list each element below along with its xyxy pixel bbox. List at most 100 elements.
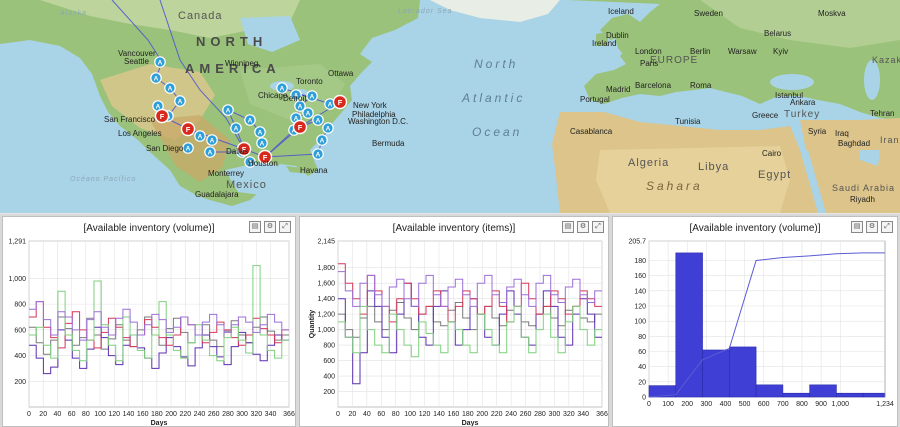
factory-marker-icon[interactable]: F bbox=[180, 121, 196, 137]
expand-icon[interactable]: ⤢ bbox=[279, 221, 291, 233]
warehouse-marker-icon[interactable]: A bbox=[276, 82, 288, 94]
warehouse-marker-icon[interactable]: A bbox=[174, 95, 186, 107]
histogram-bar[interactable] bbox=[755, 384, 784, 398]
label-algeria: Algeria bbox=[628, 157, 670, 169]
warehouse-marker-icon[interactable]: A bbox=[244, 156, 256, 168]
histogram-bar[interactable] bbox=[809, 384, 837, 398]
city-label: Casablanca bbox=[570, 127, 613, 136]
warehouse-marker-icon[interactable]: A bbox=[154, 56, 166, 68]
gear-icon[interactable]: ⚙ bbox=[577, 221, 589, 233]
expand-icon[interactable]: ⤢ bbox=[592, 221, 604, 233]
label-egypt: Egypt bbox=[758, 169, 792, 181]
table-view-icon[interactable]: ▤ bbox=[562, 221, 574, 233]
histogram-bar[interactable] bbox=[729, 346, 757, 398]
city-label: Iraq bbox=[835, 129, 849, 138]
svg-text:A: A bbox=[198, 133, 203, 140]
warehouse-marker-icon[interactable]: A bbox=[322, 122, 334, 134]
x-tick-label: 280 bbox=[222, 411, 234, 418]
warehouse-marker-icon[interactable]: A bbox=[204, 146, 216, 158]
panel-title: [Available inventory (volume)] bbox=[83, 223, 215, 234]
y-tick-label: 400 bbox=[323, 374, 335, 381]
svg-text:A: A bbox=[158, 59, 163, 66]
city-label: Sweden bbox=[694, 9, 723, 18]
label-ocean-north: North bbox=[474, 57, 519, 71]
city-label: Greece bbox=[752, 111, 779, 120]
city-label: Ottawa bbox=[328, 69, 354, 78]
cumulative-line bbox=[648, 252, 885, 398]
map-view[interactable]: AAAAAAAAAAAAAAAAAAAAAAAAAAAAAFFFFFF Cana… bbox=[0, 0, 900, 213]
x-tick-label: 400 bbox=[720, 401, 732, 408]
svg-text:A: A bbox=[208, 149, 213, 156]
x-tick-label: 340 bbox=[577, 411, 589, 418]
series-line bbox=[338, 305, 602, 358]
city-label: Madrid bbox=[606, 85, 631, 94]
warehouse-marker-icon[interactable]: A bbox=[306, 90, 318, 102]
warehouse-marker-icon[interactable]: A bbox=[222, 104, 234, 116]
histogram-bar[interactable] bbox=[702, 349, 730, 398]
warehouse-marker-icon[interactable]: A bbox=[254, 126, 266, 138]
x-tick-label: 60 bbox=[68, 411, 76, 418]
x-tick-label: 366 bbox=[283, 411, 295, 418]
chart-volume-histogram[interactable]: 0 20 40 60 80 100 120 140 160 180 205.7 0 100 200 300 4… bbox=[613, 217, 898, 426]
x-tick-label: 0 bbox=[27, 411, 31, 418]
x-tick-label: 140 bbox=[433, 411, 445, 418]
x-tick-label: 240 bbox=[194, 411, 206, 418]
label-america: AMERICA bbox=[185, 61, 281, 76]
y-tick-label: 40 bbox=[638, 364, 646, 371]
city-label: Warsaw bbox=[728, 47, 757, 56]
warehouse-marker-icon[interactable]: A bbox=[290, 89, 302, 101]
y-tick-label: 100 bbox=[634, 319, 646, 326]
warehouse-marker-icon[interactable]: A bbox=[316, 134, 328, 146]
svg-text:A: A bbox=[320, 137, 325, 144]
histogram-bar[interactable] bbox=[836, 392, 864, 398]
warehouse-marker-icon[interactable]: A bbox=[312, 114, 324, 126]
x-tick-label: 160 bbox=[448, 411, 460, 418]
svg-text:A: A bbox=[306, 110, 311, 117]
gear-icon[interactable]: ⚙ bbox=[866, 221, 878, 233]
x-tick-label: 300 bbox=[701, 401, 713, 408]
svg-text:A: A bbox=[156, 103, 161, 110]
series-line bbox=[338, 282, 602, 385]
city-label: Dublin bbox=[606, 31, 629, 40]
warehouse-marker-icon[interactable]: A bbox=[230, 122, 242, 134]
warehouse-marker-icon[interactable]: A bbox=[164, 82, 176, 94]
map-canvas[interactable]: AAAAAAAAAAAAAAAAAAAAAAAAAAAAAFFFFFF bbox=[0, 0, 900, 213]
warehouse-marker-icon[interactable]: A bbox=[294, 100, 306, 112]
table-view-icon[interactable]: ▤ bbox=[249, 221, 261, 233]
chart-items-line[interactable]: 0 20 40 60 80 100 120 140 160 180 200 220 240 260 280 3… bbox=[300, 217, 609, 427]
histogram-bar[interactable] bbox=[782, 392, 810, 398]
svg-text:A: A bbox=[310, 93, 315, 100]
svg-text:A: A bbox=[294, 115, 299, 122]
warehouse-marker-icon[interactable]: A bbox=[256, 137, 268, 149]
warehouse-marker-icon[interactable]: A bbox=[302, 107, 314, 119]
chart-volume-line[interactable]: 0 20 40 60 80 100 120 140 160 180 200 220 240 260 280 3… bbox=[3, 217, 296, 427]
warehouse-marker-icon[interactable]: A bbox=[194, 130, 206, 142]
expand-icon[interactable]: ⤢ bbox=[881, 221, 893, 233]
factory-marker-icon[interactable]: F bbox=[292, 119, 308, 135]
factory-marker-icon[interactable]: F bbox=[257, 149, 273, 165]
table-view-icon[interactable]: ▤ bbox=[851, 221, 863, 233]
gear-icon[interactable]: ⚙ bbox=[264, 221, 276, 233]
warehouse-marker-icon[interactable]: A bbox=[150, 72, 162, 84]
warehouse-marker-icon[interactable]: A bbox=[206, 134, 218, 146]
svg-text:A: A bbox=[186, 145, 191, 152]
warehouse-marker-icon[interactable]: A bbox=[244, 114, 256, 126]
warehouse-marker-icon[interactable]: A bbox=[324, 98, 336, 110]
factory-marker-icon[interactable]: F bbox=[154, 108, 170, 124]
series-line bbox=[338, 271, 602, 307]
warehouse-marker-icon[interactable]: A bbox=[312, 148, 324, 160]
label-labrador: Labrador Sea bbox=[398, 8, 453, 15]
y-tick-label: 1,000 bbox=[317, 327, 335, 334]
y-tick-label: 1,400 bbox=[317, 296, 335, 303]
x-tick-label: 260 bbox=[208, 411, 220, 418]
factory-marker-icon[interactable]: F bbox=[332, 94, 348, 110]
x-tick-label: 120 bbox=[419, 411, 431, 418]
city-label: Iceland bbox=[608, 7, 634, 16]
y-tick-label: 80 bbox=[638, 334, 646, 341]
label-iran: Iran bbox=[880, 135, 900, 145]
histogram-bar[interactable] bbox=[862, 392, 886, 398]
factory-marker-icon[interactable]: F bbox=[236, 141, 252, 157]
histogram-bar[interactable] bbox=[675, 252, 703, 398]
y-tick-label: 180 bbox=[634, 258, 646, 265]
warehouse-marker-icon[interactable]: A bbox=[182, 142, 194, 154]
